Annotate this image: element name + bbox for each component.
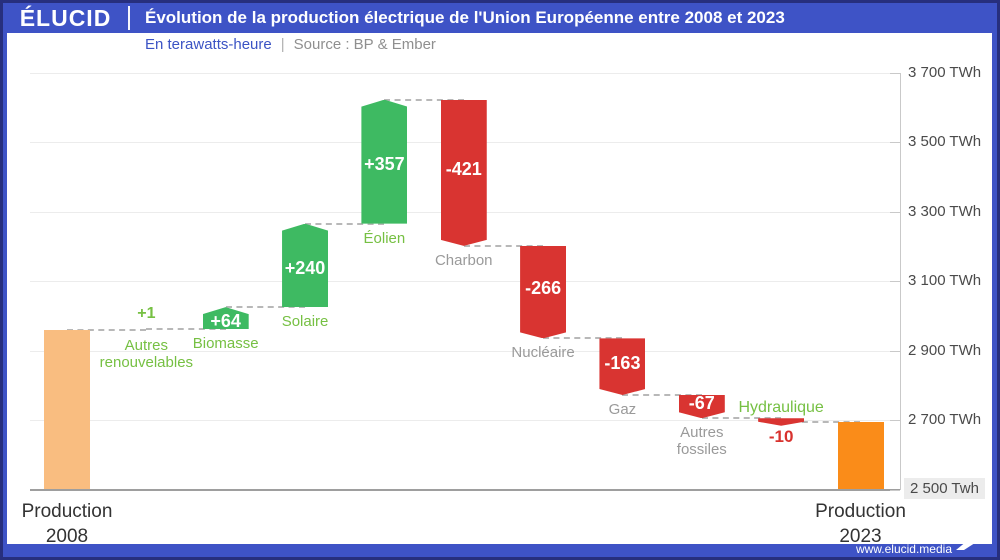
- y-tick-label: 2 900 TWh: [908, 341, 982, 359]
- category-label-eolien: Éolien: [363, 229, 406, 247]
- y-tick-label: 2 500 Twh: [904, 477, 985, 499]
- value-label-nucleaire: -266: [525, 278, 562, 299]
- value-label-hydraulique: -10: [768, 426, 794, 446]
- y-tick-label: 3 700 TWh: [908, 63, 982, 81]
- header-bar: ÉLUCID Évolution de la production électr…: [3, 3, 997, 33]
- gridline: [30, 281, 900, 282]
- subtitle-separator: |: [280, 36, 285, 53]
- y-axis-tick: [890, 72, 900, 74]
- header-divider: [128, 6, 130, 30]
- y-tick-label: 3 500 TWh: [908, 133, 982, 150]
- bar-solaire: [282, 223, 329, 308]
- gridline: [30, 420, 900, 421]
- y-axis-tick: [890, 489, 900, 491]
- value-label-eolien: +357: [364, 154, 405, 175]
- frame-left: [3, 3, 7, 557]
- value-label-biomasse: +64: [210, 310, 241, 331]
- x-axis-label-production-2008: Production 2008: [21, 500, 113, 547]
- y-axis-tick: [890, 211, 900, 213]
- connector-line: [225, 306, 306, 309]
- gridline: [30, 72, 900, 74]
- connector-line: [622, 393, 702, 396]
- bar-charbon: [441, 100, 487, 246]
- category-label-charbon: Charbon: [434, 251, 493, 269]
- bar-gaz: [599, 338, 645, 395]
- bar-autres-fossiles: [679, 395, 725, 418]
- unit-label: En terawatts-heure: [145, 36, 272, 53]
- connector-line: [384, 98, 464, 101]
- elucid-flag-icon: [954, 528, 980, 557]
- y-axis-tick: [890, 281, 900, 282]
- y-tick-label: 3 300 TWh: [908, 202, 982, 220]
- value-label-gaz: -163: [604, 352, 641, 373]
- y-axis-tick: [890, 420, 900, 421]
- chart-subtitle: En terawatts-heure | Source : BP & Ember: [145, 36, 436, 53]
- connector-line: [781, 420, 861, 423]
- value-label-charbon: -421: [445, 158, 482, 179]
- category-label-biomasse: Biomasse: [192, 335, 259, 353]
- connector-line: [701, 417, 782, 420]
- website-url: www.elucid.media: [855, 542, 952, 556]
- x-axis-baseline: [30, 488, 900, 491]
- connector-line: [463, 244, 544, 247]
- source-label: Source : BP & Ember: [293, 36, 436, 53]
- y-tick-label: 3 100 TWh: [908, 272, 982, 289]
- page-title: Évolution de la production électrique de…: [145, 8, 785, 27]
- x-axis-label-production-2023: Production 2023: [815, 500, 906, 547]
- bar-hydraulique: [758, 418, 804, 425]
- value-label-solaire: +240: [284, 257, 326, 278]
- bar-production-2023: [837, 421, 884, 490]
- connector-line: [146, 328, 226, 331]
- connector-line: [543, 337, 623, 340]
- frame-right: [992, 3, 997, 557]
- value-label-autres-fossiles: -67: [688, 392, 715, 413]
- bar-nucleaire: [520, 246, 566, 338]
- footer-bar: [3, 544, 997, 557]
- value-label-autres-renouvelables: +1: [137, 305, 156, 323]
- category-label-autres-renouvelables: Autres renouvelables: [99, 337, 194, 372]
- y-tick-label: 2 700 TWh: [908, 411, 982, 428]
- category-label-gaz: Gaz: [608, 400, 637, 418]
- connector-line: [305, 222, 385, 225]
- connector-line: [67, 328, 147, 331]
- category-label-autres-fossiles: Autres fossiles: [676, 424, 727, 459]
- elucid-logo: ÉLUCID: [19, 4, 112, 31]
- y-axis-tick: [890, 350, 900, 352]
- bar-eolien: [361, 99, 408, 224]
- category-label-hydraulique: Hydraulique: [738, 399, 824, 417]
- category-label-solaire: Solaire: [281, 313, 329, 331]
- category-label-nucleaire: Nucléaire: [511, 344, 575, 362]
- y-axis-line: [900, 72, 901, 490]
- bar-production-2008: [44, 329, 90, 490]
- bar-biomasse: [202, 307, 249, 330]
- y-axis-tick: [890, 142, 900, 143]
- gridline: [30, 350, 900, 352]
